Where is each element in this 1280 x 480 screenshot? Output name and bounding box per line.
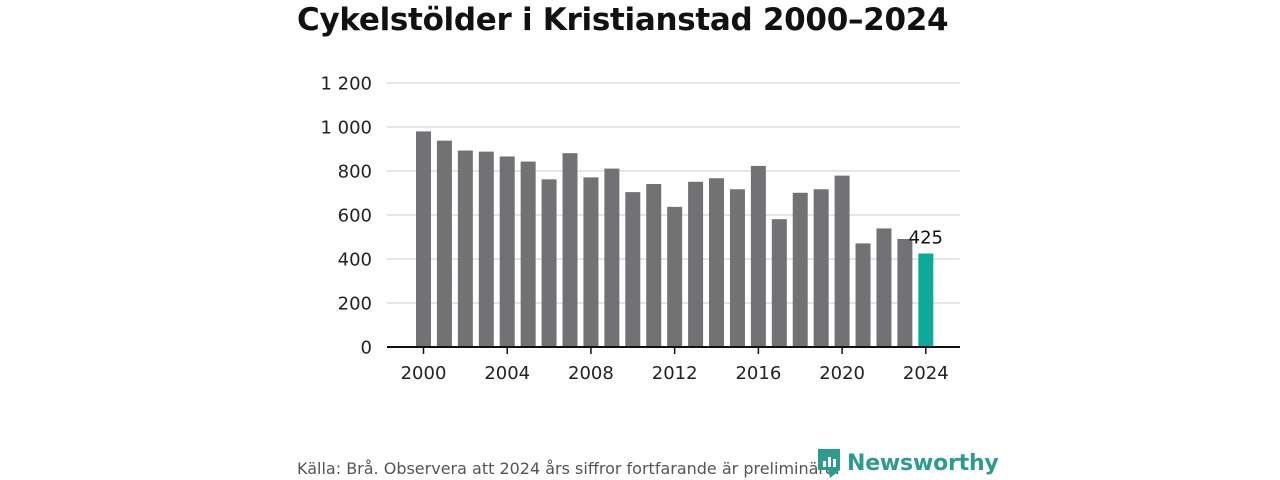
bar-2001 [436, 140, 452, 347]
bar-2003 [478, 151, 494, 347]
y-tick-label: 200 [338, 294, 372, 315]
bar-2021 [855, 243, 871, 347]
bar-2011 [646, 183, 662, 347]
x-tick-label: 2000 [401, 363, 447, 384]
newsworthy-logo-icon [818, 449, 840, 478]
bars [416, 131, 934, 347]
bar-2016 [750, 165, 766, 347]
labels: 0 200 400 600 800 1 000 1 200 2000 2004 2008 2012 2… [320, 74, 948, 385]
y-tick-label: 1 200 [320, 74, 372, 95]
bar-2005 [520, 161, 536, 347]
bar-chart: 0 200 400 600 800 1 000 1 200 2000 2004 2008 2012 2… [320, 74, 960, 385]
bar-2010 [625, 192, 641, 347]
bar-2013 [688, 181, 704, 347]
y-tick-label: 600 [338, 206, 372, 227]
bar-2020 [834, 175, 850, 347]
y-tick-label: 800 [338, 162, 372, 183]
y-tick-label: 0 [361, 338, 372, 359]
bar-2008 [583, 177, 599, 347]
bar-2022 [876, 228, 892, 347]
bar-2014 [709, 178, 725, 347]
data-label-2024: 425 [909, 228, 943, 249]
bar-2000 [416, 131, 431, 347]
bar-2017 [771, 219, 787, 347]
brand-name: Newsworthy [847, 450, 999, 476]
bar-2007 [562, 153, 578, 347]
bar-2004 [499, 156, 515, 347]
y-tick-label: 400 [338, 250, 372, 271]
x-tick-label: 2024 [903, 363, 949, 384]
bar-2015 [729, 189, 745, 347]
source-note: Källa: Brå. Observera att 2024 års siffr… [297, 459, 840, 478]
bar-2012 [667, 206, 683, 347]
bar-2024 [918, 253, 934, 347]
bar-2023 [897, 238, 913, 347]
x-tick-label: 2020 [819, 363, 865, 384]
bar-2018 [792, 192, 808, 347]
y-tick-label: 1 000 [320, 118, 372, 139]
bar-2019 [813, 189, 829, 347]
newsworthy-logo: Newsworthy [815, 446, 999, 480]
bar-2002 [457, 150, 473, 347]
x-tick-label: 2004 [484, 363, 530, 384]
axes [387, 346, 960, 354]
chart-title: Cykelstölder i Kristianstad 2000–2024 [297, 2, 949, 38]
x-tick-label: 2008 [568, 363, 614, 384]
x-tick-label: 2016 [735, 363, 781, 384]
bar-2009 [604, 168, 620, 347]
x-tick-label: 2012 [652, 363, 698, 384]
bar-2006 [541, 179, 557, 347]
